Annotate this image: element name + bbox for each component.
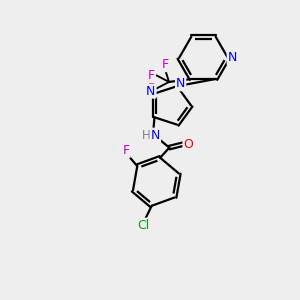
Text: Cl: Cl: [137, 219, 149, 232]
Text: N: N: [146, 85, 156, 98]
Text: N: N: [151, 129, 160, 142]
Text: N: N: [228, 51, 237, 64]
Text: F: F: [148, 82, 155, 95]
Text: F: F: [148, 69, 155, 82]
Text: F: F: [122, 144, 130, 157]
Text: N: N: [176, 77, 185, 90]
Text: F: F: [162, 58, 169, 71]
Text: H: H: [142, 129, 151, 142]
Text: O: O: [183, 137, 193, 151]
